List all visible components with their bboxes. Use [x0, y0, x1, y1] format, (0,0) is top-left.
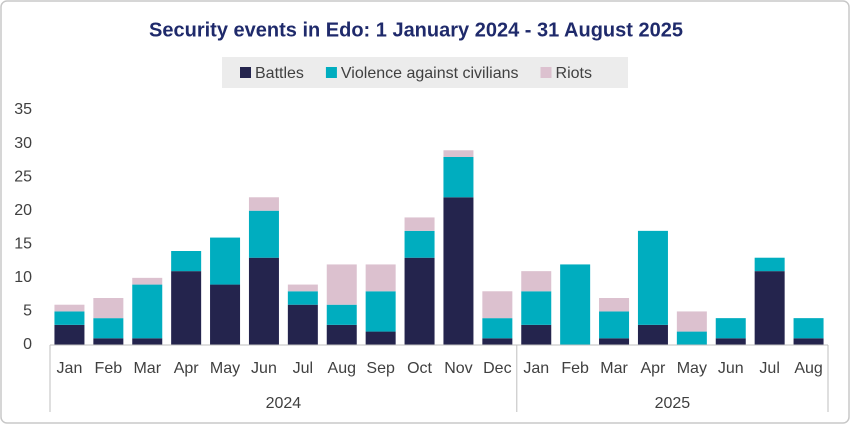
- bar-segment: [676, 311, 707, 332]
- bar-segment: [443, 157, 474, 198]
- y-tick-label: 35: [14, 101, 32, 118]
- y-tick-label: 10: [14, 269, 32, 286]
- bar-segment: [521, 271, 552, 292]
- bar-segment: [365, 264, 396, 292]
- bar-segment: [132, 277, 163, 285]
- bar-segment: [715, 318, 746, 339]
- bar-segment: [248, 197, 279, 211]
- group-label: 2024: [266, 395, 302, 412]
- bar-segment: [637, 230, 668, 325]
- x-tick-label: Oct: [407, 360, 432, 377]
- bar-segment: [132, 284, 163, 339]
- bar-segment: [793, 338, 824, 345]
- legend-swatch: [325, 67, 337, 78]
- x-tick-label: Jan: [57, 360, 83, 377]
- legend-swatch: [240, 67, 251, 78]
- bar-segment: [326, 264, 357, 305]
- group-label: 2025: [655, 395, 691, 412]
- bar-segment: [404, 230, 435, 258]
- x-tick-label: May: [210, 360, 240, 377]
- bar-segment: [365, 291, 396, 332]
- y-tick-label: 15: [14, 236, 32, 253]
- bar-segment: [326, 324, 357, 345]
- bar-segment: [754, 271, 785, 345]
- x-tick-label: Jan: [523, 360, 549, 377]
- bar-segment: [715, 338, 746, 345]
- bar-segment: [599, 298, 630, 312]
- bar-segment: [443, 197, 474, 345]
- bar-segment: [599, 311, 630, 339]
- bar-segment: [210, 284, 241, 345]
- bar-segment: [287, 291, 318, 305]
- bar-segment: [54, 324, 85, 345]
- legend-swatch: [540, 67, 552, 78]
- x-tick-label: Jun: [718, 360, 744, 377]
- bar-segment: [521, 291, 552, 325]
- bar-segment: [676, 331, 707, 345]
- bar-segment: [482, 338, 513, 345]
- x-tick-label: May: [677, 360, 707, 377]
- bar-segment: [404, 217, 435, 231]
- bar-segment: [287, 304, 318, 345]
- bar-segment: [248, 210, 279, 258]
- x-tick-label: Nov: [444, 360, 472, 377]
- bar-segment: [482, 291, 513, 319]
- bar-segment: [132, 338, 163, 345]
- y-tick-label: 25: [14, 168, 32, 185]
- x-tick-label: Sep: [366, 360, 395, 377]
- x-tick-label: Feb: [561, 360, 589, 377]
- bar-segment: [210, 237, 241, 285]
- legend: Battles Violence against civilians Riots: [240, 65, 592, 82]
- bar-segment: [93, 298, 124, 319]
- bar-segment: [599, 338, 630, 345]
- y-tick-label: 20: [14, 202, 32, 219]
- x-tick-label: Mar: [133, 360, 161, 377]
- bar-segment: [171, 271, 202, 345]
- bar-segment: [287, 284, 318, 292]
- legend-label: Violence against civilians: [341, 65, 519, 82]
- x-tick-label: Jul: [293, 360, 313, 377]
- bar-segment: [521, 324, 552, 345]
- x-tick-label: Dec: [483, 360, 511, 377]
- bar-segment: [404, 257, 435, 345]
- bar-segment: [93, 318, 124, 339]
- x-tick-label: Jul: [759, 360, 779, 377]
- x-tick-label: Apr: [640, 360, 666, 377]
- y-tick-label: 5: [23, 303, 32, 320]
- bar-segment: [326, 304, 357, 325]
- bar-segment: [443, 150, 474, 157]
- chart-title: Security events in Edo: 1 January 2024 -…: [149, 19, 683, 41]
- legend-box: [222, 57, 628, 88]
- x-tick-label: Aug: [328, 360, 356, 377]
- x-tick-label: Feb: [95, 360, 123, 377]
- legend-label: Battles: [255, 65, 304, 82]
- bar-segment: [560, 264, 591, 345]
- x-tick-label: Jun: [251, 360, 277, 377]
- bar-segment: [754, 257, 785, 272]
- x-tick-label: Mar: [600, 360, 628, 377]
- bar-segment: [482, 318, 513, 339]
- y-tick-label: 0: [23, 336, 32, 353]
- x-tick-label: Aug: [794, 360, 822, 377]
- bar-segment: [365, 331, 396, 345]
- bar-segment: [248, 257, 279, 345]
- legend-label: Riots: [556, 65, 592, 82]
- bar-segment: [54, 311, 85, 325]
- bar-segment: [171, 251, 202, 272]
- x-tick-label: Apr: [174, 360, 200, 377]
- bar-segment: [793, 318, 824, 339]
- y-tick-label: 30: [14, 135, 32, 152]
- bar-segment: [54, 304, 85, 312]
- bar-segment: [93, 338, 124, 345]
- bar-segment: [637, 324, 668, 345]
